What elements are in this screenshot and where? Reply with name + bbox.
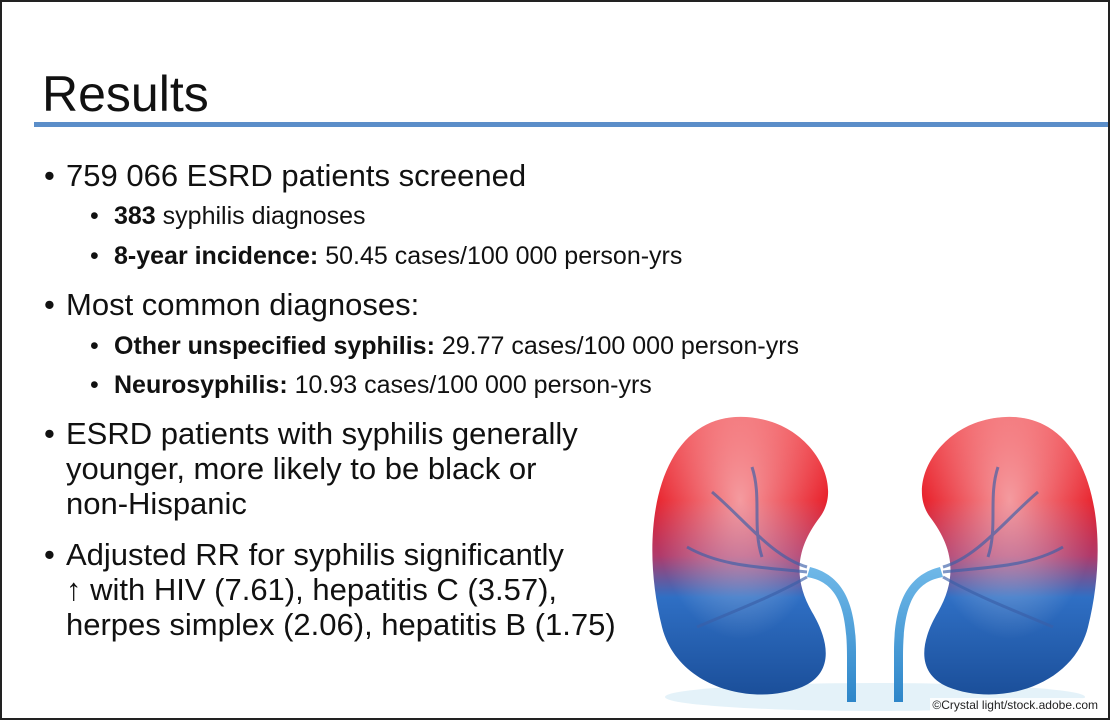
bullet-text: 759 066 ESRD patients screened xyxy=(66,158,527,193)
title-underline xyxy=(34,122,1108,127)
right-kidney-shape xyxy=(921,416,1098,695)
rr-line-2: ↑ with HIV (7.61), hepatitis C (3.57), xyxy=(66,572,558,607)
bullet-dot: • xyxy=(44,287,55,322)
bullet-dot: • xyxy=(44,158,55,193)
diagnoses-count: 383 xyxy=(114,202,156,230)
subbullet-incidence: • 8-year incidence: 50.45 cases/100 000 p… xyxy=(90,241,682,272)
demographics-line-1: ESRD patients with syphilis generally xyxy=(66,416,578,451)
neurosyphilis-label: Neurosyphilis: xyxy=(114,371,288,399)
demographics-line-2: younger, more likely to be black or xyxy=(66,451,537,486)
subbullet-other-syphilis: • Other unspecified syphilis: 29.77 cases… xyxy=(90,331,799,362)
left-kidney-shape xyxy=(652,416,829,695)
other-syphilis-label: Other unspecified syphilis: xyxy=(114,332,435,360)
demographics-line-3: non-Hispanic xyxy=(66,486,247,521)
image-credit: ©Crystal light/stock.adobe.com xyxy=(930,698,1100,712)
subbullet-neurosyphilis: • Neurosyphilis: 10.93 cases/100 000 pers… xyxy=(90,370,652,401)
rr-line-1: Adjusted RR for syphilis significantly xyxy=(66,537,564,572)
incidence-value: 50.45 cases/100 000 person-yrs xyxy=(318,242,683,270)
subbullet-diagnoses: • 383 syphilis diagnoses xyxy=(90,201,366,232)
bullet-dot: • xyxy=(44,416,55,451)
bullet-text: Most common diagnoses: xyxy=(66,287,420,322)
diagnoses-text: syphilis diagnoses xyxy=(155,202,366,230)
bullet-screened: • 759 066 ESRD patients screened xyxy=(44,158,526,193)
bullet-common-diagnoses: • Most common diagnoses: xyxy=(44,287,419,322)
neurosyphilis-value: 10.93 cases/100 000 person-yrs xyxy=(287,371,652,399)
bullet-dot: • xyxy=(90,332,99,360)
rr-line-3: herpes simplex (2.06), hepatitis B (1.75… xyxy=(66,607,616,642)
bullet-dot: • xyxy=(90,242,99,270)
other-syphilis-value: 29.77 cases/100 000 person-yrs xyxy=(434,332,800,360)
slide-title: Results xyxy=(42,66,209,122)
kidneys-illustration xyxy=(652,416,1098,711)
bullet-dot: • xyxy=(90,202,99,230)
bullet-dot: • xyxy=(44,537,55,572)
bullet-demographics: • ESRD patients with syphilis generally y… xyxy=(44,416,578,521)
incidence-label: 8-year incidence: xyxy=(114,242,319,270)
bullet-adjusted-rr: • Adjusted RR for syphilis significantly … xyxy=(44,537,616,642)
bullet-dot: • xyxy=(90,371,99,399)
